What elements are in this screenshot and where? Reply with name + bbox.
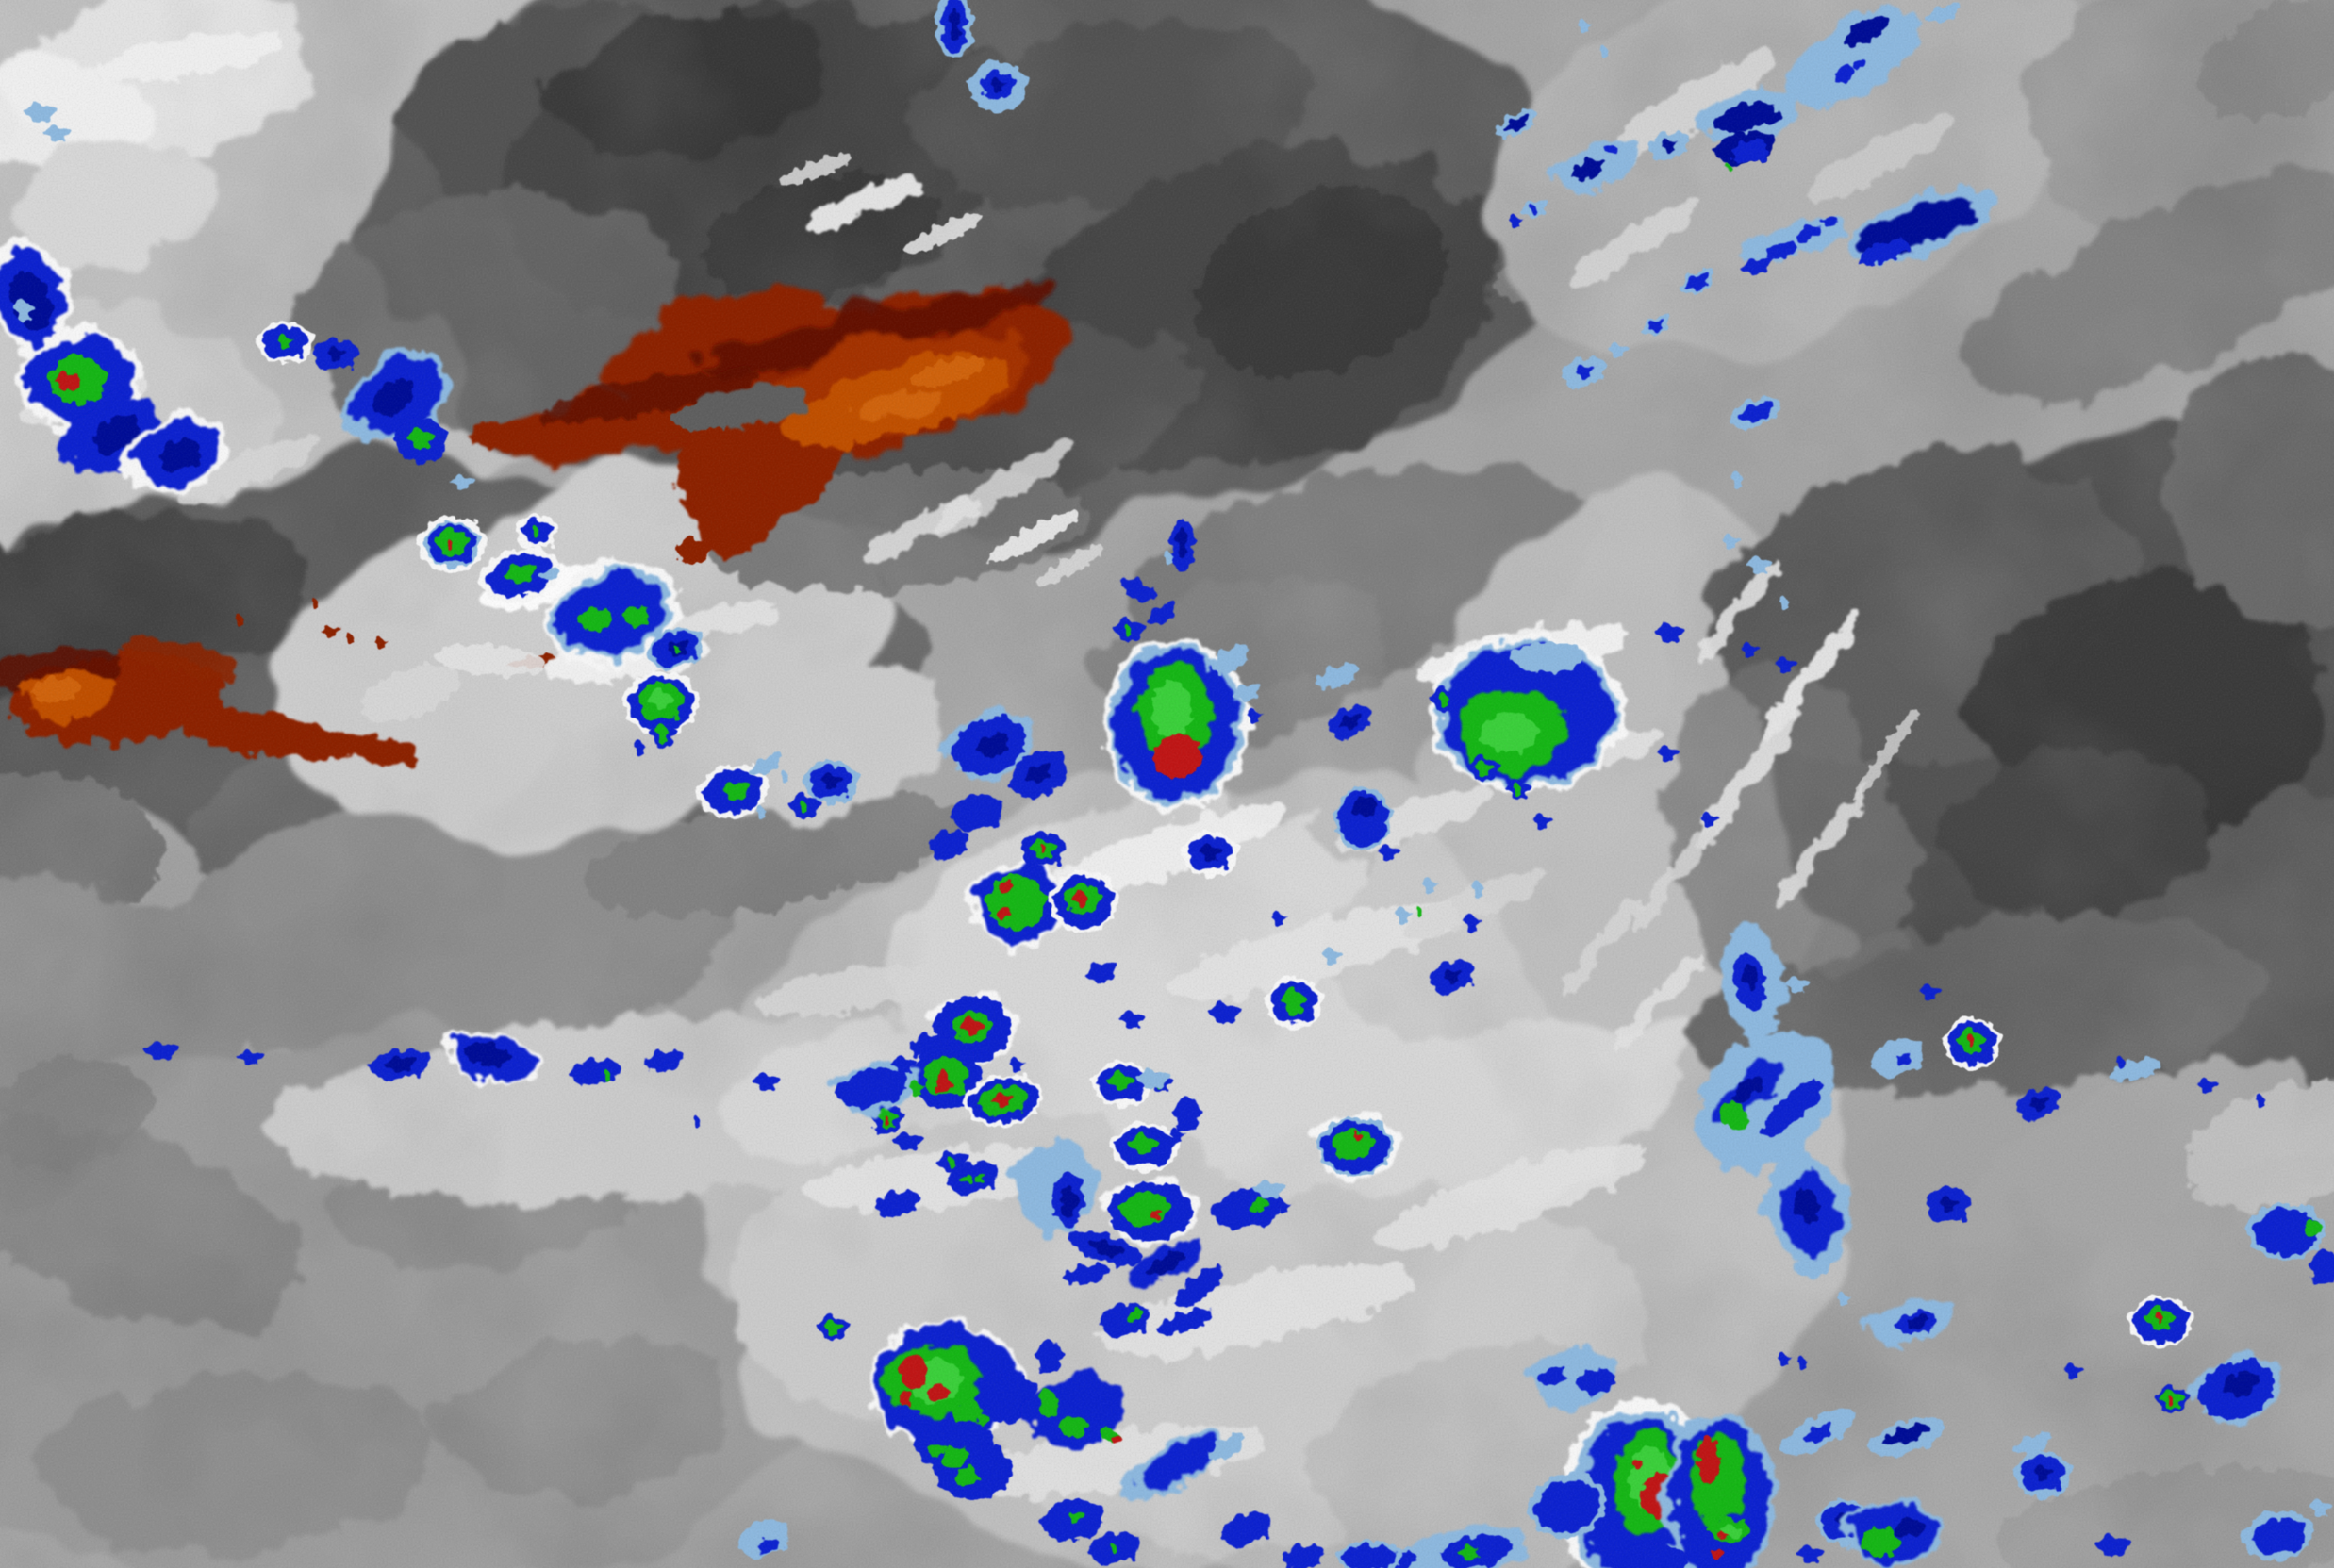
satellite-ir-image [0,0,2334,1568]
satellite-image: Enhanced infrared satellite cloud imager… [0,0,2334,1568]
image-grain-overlay [0,0,2334,1568]
